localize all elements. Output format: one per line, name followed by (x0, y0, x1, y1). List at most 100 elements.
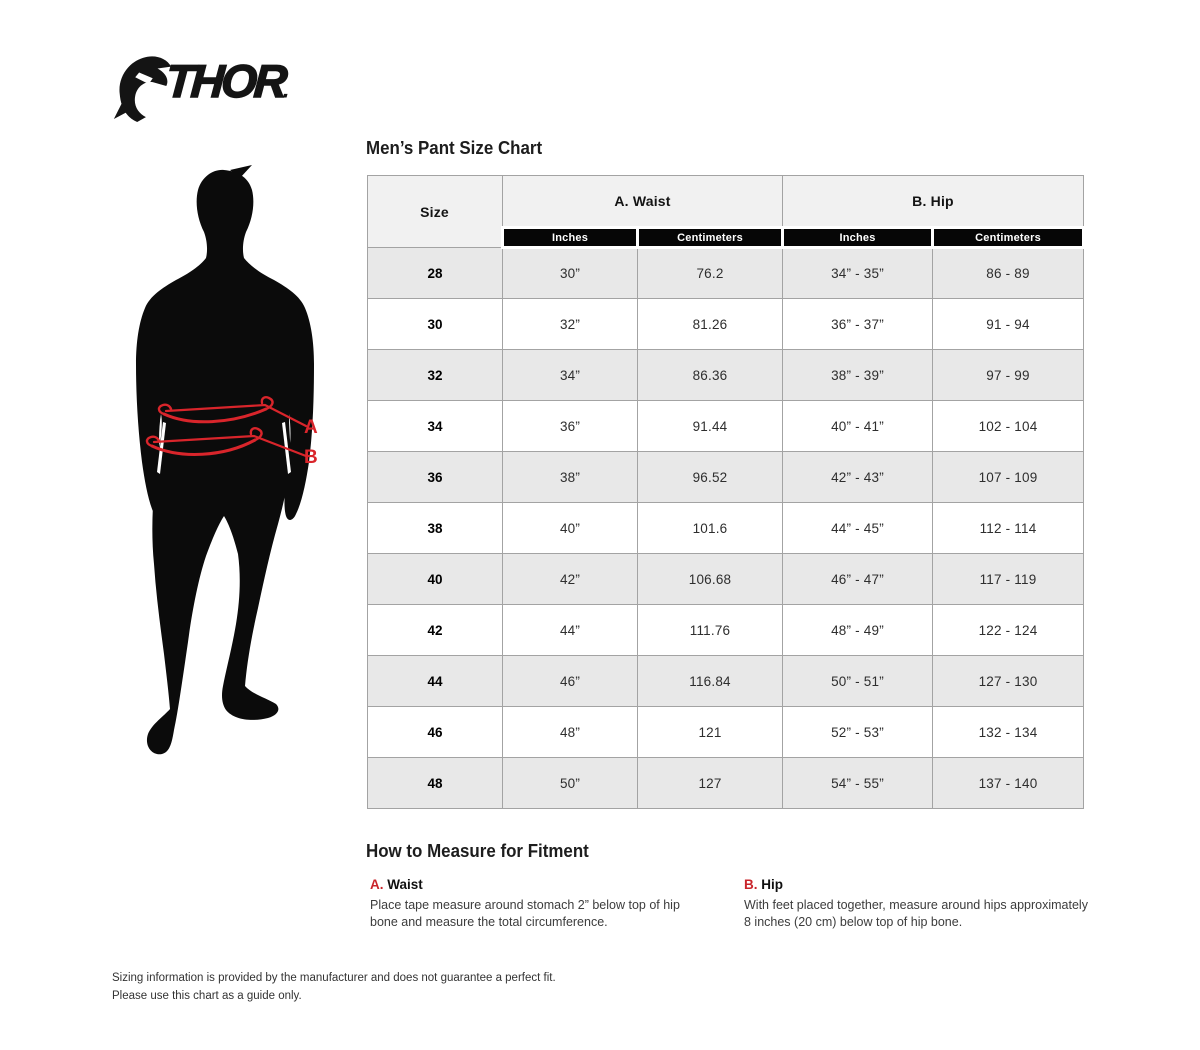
howto-title: How to Measure for Fitment (366, 841, 589, 861)
left-arm-gap (157, 422, 166, 474)
size-cell: 32 (367, 349, 503, 401)
howto-waist-name: Waist (387, 877, 423, 892)
subheader-hip-centimeters: Centimeters (931, 226, 1085, 249)
size-cell: 34 (367, 400, 503, 452)
table-row: 46 48” 121 52” - 53” 132 - 134 (367, 706, 1084, 758)
disclaimer-line2: Please use this chart as a guide only. (112, 990, 302, 1002)
howto-waist-heading: A. Waist (370, 877, 708, 892)
hip-inches-cell: 52” - 53” (782, 706, 933, 758)
hip-inches-cell: 38” - 39” (782, 349, 933, 401)
table-row: 36 38” 96.52 42” - 43” 107 - 109 (367, 451, 1084, 503)
table-row: 40 42” 106.68 46” - 47” 117 - 119 (367, 553, 1084, 605)
hip-inches-cell: 46” - 47” (782, 553, 933, 605)
howto-waist-letter: A. (370, 877, 384, 892)
waist-inches-cell: 34” (502, 349, 638, 401)
table-row: 44 46” 116.84 50” - 51” 127 - 130 (367, 655, 1084, 707)
disclaimer-line1: Sizing information is provided by the ma… (112, 972, 556, 984)
column-group-waist: A. Waist (502, 175, 783, 228)
body-silhouette: A B (136, 165, 318, 755)
hip-inches-cell: 34” - 35” (782, 247, 933, 299)
thor-goat-icon (113, 56, 172, 122)
hip-inches-cell: 40” - 41” (782, 400, 933, 452)
hip-cm-cell: 97 - 99 (932, 349, 1084, 401)
waist-cm-cell: 116.84 (637, 655, 783, 707)
waist-cm-cell: 121 (637, 706, 783, 758)
table-row: 48 50” 127 54” - 55” 137 - 140 (367, 757, 1084, 809)
table-row: 38 40” 101.6 44” - 45” 112 - 114 (367, 502, 1084, 554)
size-cell: 28 (367, 247, 503, 299)
waist-measurement-band (157, 396, 308, 428)
waist-inches-cell: 40” (502, 502, 638, 554)
waist-cm-cell: 91.44 (637, 400, 783, 452)
howto-hip-name: Hip (761, 877, 784, 892)
size-cell: 36 (367, 451, 503, 503)
column-header-size: Size (367, 175, 503, 248)
howto-hip-text: With feet placed together, measure aroun… (744, 898, 1088, 929)
table-row: 34 36” 91.44 40” - 41” 102 - 104 (367, 400, 1084, 452)
page-title: Men’s Pant Size Chart (366, 138, 543, 158)
howto-hip-section: B. Hip With feet placed together, measur… (744, 877, 1096, 931)
waist-cm-cell: 127 (637, 757, 783, 809)
waist-cm-cell: 76.2 (637, 247, 783, 299)
hip-inches-cell: 42” - 43” (782, 451, 933, 503)
waist-inches-cell: 42” (502, 553, 638, 605)
howto-hip-heading: B. Hip (744, 877, 1096, 892)
waist-inches-cell: 36” (502, 400, 638, 452)
hip-inches-cell: 44” - 45” (782, 502, 933, 554)
hip-cm-cell: 122 - 124 (932, 604, 1084, 656)
waist-label-a: A (304, 417, 318, 438)
table-row: 42 44” 111.76 48” - 49” 122 - 124 (367, 604, 1084, 656)
waist-inches-cell: 44” (502, 604, 638, 656)
size-cell: 40 (367, 553, 503, 605)
waist-cm-cell: 81.26 (637, 298, 783, 350)
hip-cm-cell: 102 - 104 (932, 400, 1084, 452)
subheader-waist-centimeters: Centimeters (636, 226, 784, 249)
waist-cm-cell: 106.68 (637, 553, 783, 605)
subheader-hip-inches: Inches (781, 226, 934, 249)
size-cell: 44 (367, 655, 503, 707)
table-row: 32 34” 86.36 38” - 39” 97 - 99 (367, 349, 1084, 401)
hip-inches-cell: 50” - 51” (782, 655, 933, 707)
size-cell: 30 (367, 298, 503, 350)
disclaimer: Sizing information is provided by the ma… (112, 969, 556, 1005)
waist-inches-cell: 30” (502, 247, 638, 299)
waist-inches-cell: 48” (502, 706, 638, 758)
size-cell: 48 (367, 757, 503, 809)
waist-inches-cell: 46” (502, 655, 638, 707)
size-cell: 38 (367, 502, 503, 554)
hip-cm-cell: 127 - 130 (932, 655, 1084, 707)
subheader-waist-inches: Inches (501, 226, 639, 249)
size-cell: 46 (367, 706, 503, 758)
hip-cm-cell: 137 - 140 (932, 757, 1084, 809)
hip-inches-cell: 54” - 55” (782, 757, 933, 809)
waist-inches-cell: 38” (502, 451, 638, 503)
waist-cm-cell: 101.6 (637, 502, 783, 554)
howto-waist-section: A. Waist Place tape measure around stoma… (370, 877, 708, 931)
hip-cm-cell: 132 - 134 (932, 706, 1084, 758)
waist-inches-cell: 50” (502, 757, 638, 809)
table-row: 28 30” 76.2 34” - 35” 86 - 89 (367, 247, 1084, 299)
hip-cm-cell: 117 - 119 (932, 553, 1084, 605)
size-cell: 42 (367, 604, 503, 656)
table-row: 30 32” 81.26 36” - 37” 91 - 94 (367, 298, 1084, 350)
hip-cm-cell: 107 - 109 (932, 451, 1084, 503)
howto-hip-letter: B. (744, 877, 758, 892)
size-chart-table: Size A. Waist B. Hip Inches Centimeters … (367, 175, 1085, 809)
hip-label-b: B (304, 447, 318, 468)
howto-waist-text: Place tape measure around stomach 2” bel… (370, 898, 680, 929)
trademark-dot: . (282, 81, 290, 102)
hip-cm-cell: 112 - 114 (932, 502, 1084, 554)
hip-inches-cell: 36” - 37” (782, 298, 933, 350)
silhouette-hair-spike (230, 165, 252, 178)
hip-cm-cell: 91 - 94 (932, 298, 1084, 350)
hip-cm-cell: 86 - 89 (932, 247, 1084, 299)
thor-logo: THOR. (110, 48, 360, 128)
waist-cm-cell: 86.36 (637, 349, 783, 401)
brand-name: THOR (163, 54, 287, 108)
waist-cm-cell: 96.52 (637, 451, 783, 503)
column-group-hip: B. Hip (782, 175, 1084, 228)
hip-measurement-band (145, 427, 308, 458)
hip-inches-cell: 48” - 49” (782, 604, 933, 656)
waist-cm-cell: 111.76 (637, 604, 783, 656)
